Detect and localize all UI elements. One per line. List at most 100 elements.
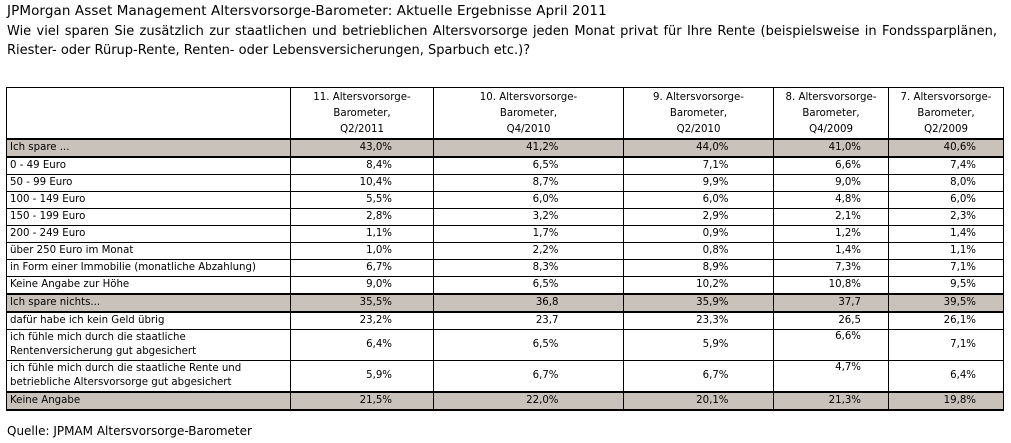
table-row: über 250 Euro im Monat 1,0% 2,2% 0,8% 1,4% 1,… [6,242,1004,260]
value-cell: 1,4% [888,225,1004,243]
value-cell: 22,0% [433,391,624,411]
value-cell: 1,1% [290,225,434,243]
value-cell: 5,9% [290,360,434,393]
value-cell: 10,8% [773,276,889,295]
value-cell: 40,6% [888,138,1004,158]
table-row: in Form einer Immobilie (monatliche Abza… [6,259,1004,277]
value-cell: 43,0% [290,138,434,158]
column-header: 7. Altersvorsorge- Barometer, Q2/2009 [888,87,1004,140]
value-cell: 6,0% [623,191,774,209]
value-cell: 0,9% [623,225,774,243]
header-label-cell [6,87,291,140]
value-cell: 6,4% [290,329,434,361]
value-cell: 6,0% [888,191,1004,209]
value-cell: 9,9% [623,174,774,192]
table-row: 200 - 249 Euro 1,1% 1,7% 0,9% 1,2% 1,4% [6,225,1004,243]
table-row: ich fühle mich durch die staatliche Rent… [6,329,1004,361]
value-cell: 6,7% [623,360,774,393]
column-header: 11. Altersvorsorge- Barometer, Q2/2011 [290,87,434,140]
value-cell: 8,0% [888,174,1004,192]
value-cell: 6,7% [433,360,624,393]
value-cell: 23,3% [623,311,774,330]
value-cell: 6,6% [773,329,889,361]
value-cell: 36,8 [433,293,624,313]
value-cell: 9,0% [290,276,434,295]
value-cell: 26,1% [888,311,1004,330]
row-label: in Form einer Immobilie (monatliche Abza… [6,259,291,277]
results-table: 11. Altersvorsorge- Barometer, Q2/2011 10.… [6,87,1004,411]
value-cell: 2,1% [773,208,889,226]
value-cell: 2,3% [888,208,1004,226]
row-label: Keine Angabe [6,391,291,411]
value-cell: 21,5% [290,391,434,411]
row-label: ich fühle mich durch die staatliche Rent… [6,329,291,361]
value-cell: 0,8% [623,242,774,260]
value-cell: 5,5% [290,191,434,209]
value-cell: 7,3% [773,259,889,277]
value-cell: 7,4% [888,156,1004,175]
row-label: 0 - 49 Euro [6,156,291,175]
row-label: dafür habe ich kein Geld übrig [6,311,291,330]
value-cell: 6,5% [433,156,624,175]
value-cell: 10,4% [290,174,434,192]
value-cell: 19,8% [888,391,1004,411]
value-cell: 8,7% [433,174,624,192]
value-cell: 6,7% [290,259,434,277]
survey-question: Wie viel sparen Sie zusätzlich zur staat… [7,24,997,58]
value-cell: 8,4% [290,156,434,175]
value-cell: 6,4% [888,360,1004,393]
row-label: Ich spare nichts... [6,293,291,313]
table-header-row: 11. Altersvorsorge- Barometer, Q2/2011 10.… [6,87,1004,140]
table-summary-row: Keine Angabe 21,5% 22,0% 20,1% 21,3% 19,8% [6,391,1004,411]
value-cell: 6,6% [773,156,889,175]
value-cell: 23,2% [290,311,434,330]
row-label: 200 - 249 Euro [6,225,291,243]
table-row: 150 - 199 Euro 2,8% 3,2% 2,9% 2,1% 2,3% [6,208,1004,226]
value-cell: 1,4% [773,242,889,260]
row-label: über 250 Euro im Monat [6,242,291,260]
value-cell: 4,8% [773,191,889,209]
value-cell: 7,1% [888,259,1004,277]
value-cell: 21,3% [773,391,889,411]
value-cell: 26,5 [773,311,889,330]
column-header: 10. Altersvorsorge- Barometer, Q4/2010 [433,87,624,140]
value-cell: 35,5% [290,293,434,313]
column-header: 8. Altersvorsorge- Barometer, Q4/2009 [773,87,889,140]
value-cell: 6,5% [433,276,624,295]
source-note: Quelle: JPMAM Altersvorsorge-Barometer [7,424,252,438]
value-cell: 35,9% [623,293,774,313]
row-label: ich fühle mich durch die staatliche Rent… [6,360,291,393]
table-row: 50 - 99 Euro 10,4% 8,7% 9,9% 9,0% 8,0% [6,174,1004,192]
row-label: 100 - 149 Euro [6,191,291,209]
table-row: dafür habe ich kein Geld übrig 23,2% 23,7 2… [6,311,1004,330]
value-cell: 4,7% [773,360,889,393]
column-header: 9. Altersvorsorge- Barometer, Q2/2010 [623,87,774,140]
value-cell: 9,0% [773,174,889,192]
value-cell: 39,5% [888,293,1004,313]
value-cell: 20,1% [623,391,774,411]
value-cell: 2,2% [433,242,624,260]
page-title: JPMorgan Asset Management Altersvorsorge… [7,3,607,19]
value-cell: 1,0% [290,242,434,260]
value-cell: 7,1% [623,156,774,175]
value-cell: 1,1% [888,242,1004,260]
value-cell: 2,8% [290,208,434,226]
value-cell: 41,0% [773,138,889,158]
value-cell: 9,5% [888,276,1004,295]
row-label: Ich spare ... [6,138,291,158]
value-cell: 5,9% [623,329,774,361]
value-cell: 8,9% [623,259,774,277]
value-cell: 3,2% [433,208,624,226]
row-label: 50 - 99 Euro [6,174,291,192]
value-cell: 7,1% [888,329,1004,361]
value-cell: 23,7 [433,311,624,330]
value-cell: 2,9% [623,208,774,226]
value-cell: 6,0% [433,191,624,209]
value-cell: 10,2% [623,276,774,295]
value-cell: 44,0% [623,138,774,158]
value-cell: 6,5% [433,329,624,361]
table-row: ich fühle mich durch die staatliche Rent… [6,360,1004,393]
value-cell: 37,7 [773,293,889,313]
row-label: 150 - 199 Euro [6,208,291,226]
table-row: 0 - 49 Euro 8,4% 6,5% 7,1% 6,6% 7,4% [6,156,1004,175]
